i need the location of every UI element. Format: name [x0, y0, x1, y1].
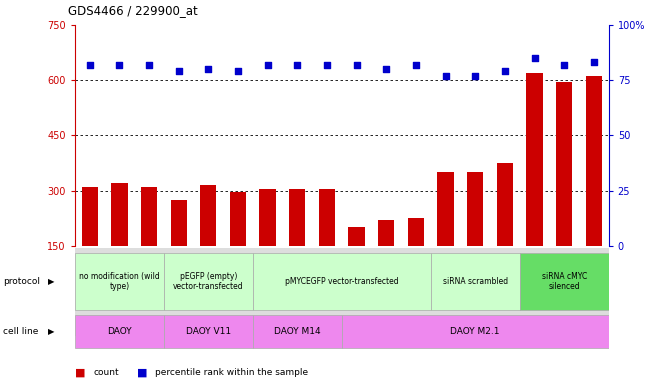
Point — [262, 62, 273, 68]
Bar — [378, 220, 395, 301]
Point — [440, 73, 450, 79]
Text: GDS4466 / 229900_at: GDS4466 / 229900_at — [68, 4, 198, 17]
Point — [470, 73, 480, 79]
Bar — [230, 192, 246, 301]
Text: siRNA scrambled: siRNA scrambled — [443, 277, 508, 286]
Bar — [497, 163, 513, 301]
Text: percentile rank within the sample: percentile rank within the sample — [155, 368, 308, 377]
Text: DAOY V11: DAOY V11 — [186, 327, 231, 336]
Bar — [111, 183, 128, 301]
Point — [144, 62, 154, 68]
Text: cell line: cell line — [3, 327, 38, 336]
Bar — [348, 227, 365, 301]
Text: DAOY M14: DAOY M14 — [274, 327, 320, 336]
FancyBboxPatch shape — [431, 253, 519, 310]
Point — [173, 68, 184, 74]
FancyBboxPatch shape — [519, 253, 609, 310]
Text: ■: ■ — [75, 367, 85, 377]
FancyBboxPatch shape — [253, 253, 431, 310]
Bar — [200, 185, 217, 301]
Bar — [556, 82, 572, 301]
Text: count: count — [93, 368, 118, 377]
Point — [529, 55, 540, 61]
Text: DAOY M2.1: DAOY M2.1 — [450, 327, 500, 336]
Point — [233, 68, 243, 74]
Text: ▶: ▶ — [48, 327, 54, 336]
Text: DAOY: DAOY — [107, 327, 132, 336]
Point — [114, 62, 124, 68]
Point — [411, 62, 421, 68]
Point — [381, 66, 391, 72]
Bar — [289, 189, 305, 301]
FancyBboxPatch shape — [342, 315, 609, 348]
Text: no modification (wild
type): no modification (wild type) — [79, 271, 159, 291]
FancyBboxPatch shape — [164, 253, 253, 310]
Bar — [586, 76, 602, 301]
Text: pMYCEGFP vector-transfected: pMYCEGFP vector-transfected — [285, 277, 398, 286]
Text: ▶: ▶ — [48, 277, 54, 286]
FancyBboxPatch shape — [253, 315, 342, 348]
Bar — [437, 172, 454, 301]
Bar — [467, 172, 484, 301]
FancyBboxPatch shape — [75, 315, 164, 348]
Bar — [260, 189, 276, 301]
Point — [559, 62, 570, 68]
Bar — [141, 187, 157, 301]
Bar — [319, 189, 335, 301]
Text: ■: ■ — [137, 367, 147, 377]
Point — [352, 62, 362, 68]
Point — [203, 66, 214, 72]
Text: protocol: protocol — [3, 277, 40, 286]
Point — [500, 68, 510, 74]
Point — [322, 62, 332, 68]
Text: pEGFP (empty)
vector-transfected: pEGFP (empty) vector-transfected — [173, 271, 243, 291]
Bar — [527, 73, 543, 301]
Point — [589, 60, 599, 66]
Bar — [171, 200, 187, 301]
Point — [292, 62, 303, 68]
Text: siRNA cMYC
silenced: siRNA cMYC silenced — [542, 271, 587, 291]
Bar — [81, 187, 98, 301]
FancyBboxPatch shape — [164, 315, 253, 348]
Bar — [408, 218, 424, 301]
FancyBboxPatch shape — [75, 253, 164, 310]
Point — [85, 62, 95, 68]
